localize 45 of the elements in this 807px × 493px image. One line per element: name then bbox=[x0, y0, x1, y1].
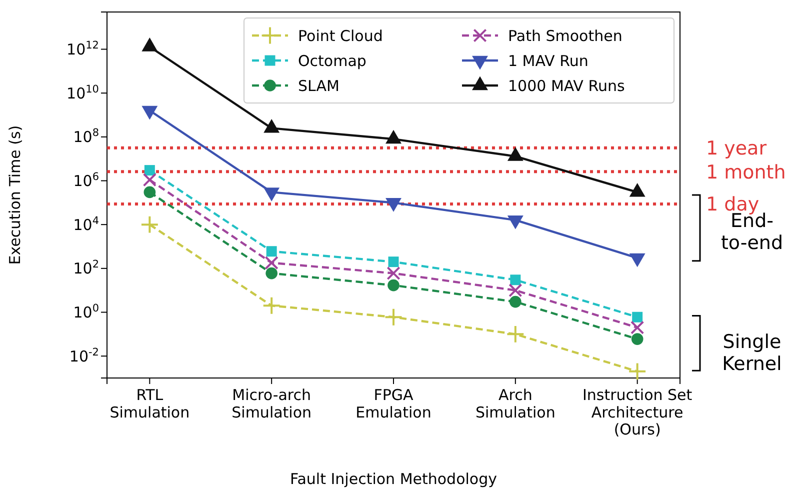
point bbox=[266, 267, 278, 280]
point bbox=[510, 296, 522, 308]
y-tick-label: 10$^{10}$ bbox=[66, 83, 99, 102]
y-tick-label: 10$^{12}$ bbox=[66, 39, 99, 58]
point bbox=[262, 296, 281, 315]
ref-line-label: 1 day bbox=[706, 194, 760, 216]
legend-label: 1000 MAV Runs bbox=[508, 76, 625, 95]
point bbox=[386, 266, 400, 280]
point bbox=[266, 246, 277, 257]
point bbox=[632, 312, 643, 322]
ref-line-label: 1 year bbox=[706, 138, 767, 160]
y-tick-label: 10$^{-2}$ bbox=[69, 346, 99, 366]
legend-label: SLAM bbox=[298, 76, 340, 95]
point bbox=[508, 284, 522, 298]
legend-label: Path Smoothen bbox=[508, 26, 622, 45]
legend-label: Octomap bbox=[298, 52, 366, 70]
point bbox=[384, 308, 403, 326]
y-tick-label: 10$^{8}$ bbox=[73, 127, 99, 146]
point bbox=[631, 333, 644, 345]
legend-label: 1 MAV Run bbox=[508, 52, 588, 70]
point bbox=[628, 362, 647, 381]
y-tick-label: 10$^{6}$ bbox=[73, 170, 100, 190]
y-tick-label: 10$^{2}$ bbox=[73, 258, 99, 278]
point bbox=[510, 274, 521, 286]
point bbox=[140, 215, 159, 234]
point bbox=[630, 320, 644, 334]
x-tick-label: Instruction Set Architecture (Ours) bbox=[582, 386, 692, 438]
point bbox=[506, 324, 525, 344]
x-axis-title: Fault Injection Methodology bbox=[290, 470, 498, 488]
text: Single Kernel bbox=[722, 330, 782, 375]
x-tick-label: RTL Simulation bbox=[110, 386, 190, 422]
y-axis-title: Execution Time (s) bbox=[6, 125, 24, 265]
ref-line-label: 1 month bbox=[706, 161, 786, 184]
y-tick-label: 10$^{4}$ bbox=[73, 214, 100, 234]
point bbox=[144, 186, 156, 198]
point bbox=[142, 173, 156, 187]
point bbox=[144, 165, 155, 176]
point bbox=[388, 256, 399, 268]
point bbox=[264, 256, 278, 270]
y-tick-label: 10$^{0}$ bbox=[73, 302, 99, 322]
legend-label: Point Cloud bbox=[298, 26, 383, 45]
x-tick-label: FPGA Emulation bbox=[356, 386, 432, 422]
x-tick-label: Arch Simulation bbox=[475, 386, 556, 422]
point bbox=[388, 279, 400, 292]
x-tick-label: Micro-arch Simulation bbox=[232, 386, 312, 422]
